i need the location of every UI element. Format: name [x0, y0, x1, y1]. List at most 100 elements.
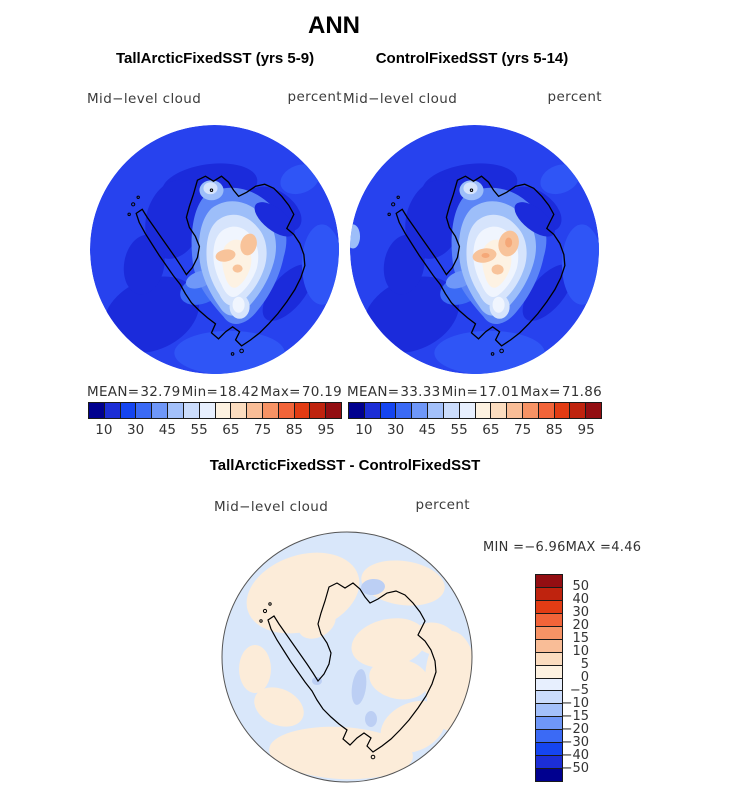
colorbar-tick-label: 65	[222, 422, 240, 438]
diff-colorbar-label: 10	[572, 644, 589, 659]
colorbar-segment	[536, 769, 562, 781]
colorbar-segment	[536, 600, 562, 614]
max-label: Max=	[520, 384, 561, 400]
colorbar-diff	[535, 574, 563, 782]
min-label: Min=	[181, 384, 219, 400]
colorbar-segment	[310, 403, 327, 418]
diff-colorbar-label: −50	[561, 761, 589, 776]
colorbar-segment	[570, 403, 587, 418]
max-value: 71.86	[561, 384, 602, 400]
panel-title-diff: TallArcticFixedSST - ControlFixedSST	[209, 457, 481, 474]
colorbar-tick-label: 45	[158, 422, 176, 438]
colorbar-segment	[536, 704, 562, 718]
field-label-diff: Mid−level cloud	[214, 499, 329, 515]
diff-colorbar-label: −20	[561, 722, 589, 737]
max-label: Max=	[260, 384, 301, 400]
diff-colorbar-label: 30	[572, 605, 589, 620]
colorbar-segment	[364, 403, 381, 418]
polar-map-diff	[221, 531, 473, 783]
colorbar-segment	[326, 403, 341, 418]
colorbar-segment	[536, 575, 562, 588]
colorbar-model	[88, 402, 342, 419]
colorbar-segment	[262, 403, 279, 418]
colorbar-segment	[536, 743, 562, 757]
colorbar-segment	[507, 403, 523, 418]
colorbar-segment	[586, 403, 601, 418]
colorbar-tick-label: 30	[387, 422, 405, 438]
polar-map-diff-svg	[221, 531, 473, 783]
max-value: 70.19	[301, 384, 342, 400]
diff-colorbar-label: 15	[572, 631, 589, 646]
colorbar-segment	[152, 403, 169, 418]
colorbar-segment	[278, 403, 295, 418]
colorbar-tick-label: 95	[577, 422, 595, 438]
minmax-row-diff: MIN = −6.96 MAX = 4.46	[483, 540, 641, 555]
diff-max-label: MAX =	[565, 540, 612, 555]
colorbar-tick-label: 10	[95, 422, 113, 438]
colorbar-segment	[554, 403, 571, 418]
diff-colorbar-label: −40	[561, 748, 589, 763]
diff-colorbar-label: 5	[580, 657, 589, 672]
colorbar-control	[348, 402, 602, 419]
polar-map-model-svg	[90, 125, 339, 374]
mean-label: MEAN=	[87, 384, 140, 400]
colorbar-tick-label: 65	[482, 422, 500, 438]
diff-colorbar-label: −15	[561, 709, 589, 724]
colorbar-segment	[380, 403, 397, 418]
antarctica-coastline	[267, 582, 437, 753]
min-value: 18.42	[219, 384, 260, 400]
diff-colorbar-label: −30	[561, 735, 589, 750]
mean-value: 32.79	[140, 384, 181, 400]
min-value: 17.01	[479, 384, 520, 400]
colorbar-segment	[536, 652, 562, 666]
colorbar-segment	[428, 403, 444, 418]
diff-min-label: MIN =	[483, 540, 525, 555]
units-label-control: percent	[547, 89, 602, 105]
colorbar-segment	[89, 403, 105, 418]
min-label: Min=	[441, 384, 479, 400]
colorbar-segment	[475, 403, 492, 418]
antarctica-coastline	[395, 175, 566, 347]
colorbar-segment	[136, 403, 153, 418]
panel-title-control: ControlFixedSST (yrs 5-14)	[375, 50, 569, 67]
polar-map-control-svg	[350, 125, 599, 374]
mean-value: 33.33	[400, 384, 441, 400]
units-label-model: percent	[287, 89, 342, 105]
colorbar-ticks-model: 10 30 45 55 65 75 85 95	[88, 422, 342, 438]
colorbar-segment	[168, 403, 184, 418]
colorbar-diff-labels: 50 40 30 20 15 10 5 0 −5 −10 −15 −20 −30 −40 −50	[551, 580, 589, 775]
colorbar-segment	[183, 403, 200, 418]
map-outline	[221, 531, 473, 783]
stats-row-model: MEAN= 32.79 Min= 18.42 Max= 70.19	[87, 384, 342, 400]
colorbar-segment	[536, 730, 562, 744]
colorbar-segment	[522, 403, 539, 418]
units-label-diff: percent	[415, 497, 470, 513]
colorbar-segment	[199, 403, 216, 418]
colorbar-segment	[104, 403, 121, 418]
stats-row-control: MEAN= 33.33 Min= 17.01 Max= 71.86	[347, 384, 602, 400]
colorbar-tick-label: 30	[127, 422, 145, 438]
diff-colorbar-label: 20	[572, 618, 589, 633]
colorbar-tick-label: 85	[285, 422, 303, 438]
panel-title-model: TallArcticFixedSST (yrs 5-9)	[115, 50, 315, 67]
colorbar-segment	[491, 403, 508, 418]
colorbar-segment	[538, 403, 555, 418]
colorbar-segment	[536, 587, 562, 601]
colorbar-tick-label: 55	[450, 422, 468, 438]
colorbar-segment	[215, 403, 232, 418]
colorbar-segment	[294, 403, 311, 418]
mean-label: MEAN=	[347, 384, 400, 400]
colorbar-segment	[120, 403, 137, 418]
colorbar-tick-label: 75	[514, 422, 532, 438]
colorbar-tick-label: 10	[355, 422, 373, 438]
colorbar-tick-label: 75	[254, 422, 272, 438]
colorbar-segment	[536, 639, 562, 653]
colorbar-segment	[536, 691, 562, 705]
colorbar-tick-label: 55	[190, 422, 208, 438]
colorbar-segment	[247, 403, 263, 418]
colorbar-ticks-control: 10 30 45 55 65 75 85 95	[348, 422, 602, 438]
colorbar-segment	[536, 613, 562, 627]
diff-colorbar-label: −10	[561, 696, 589, 711]
season-title: ANN	[308, 12, 360, 39]
